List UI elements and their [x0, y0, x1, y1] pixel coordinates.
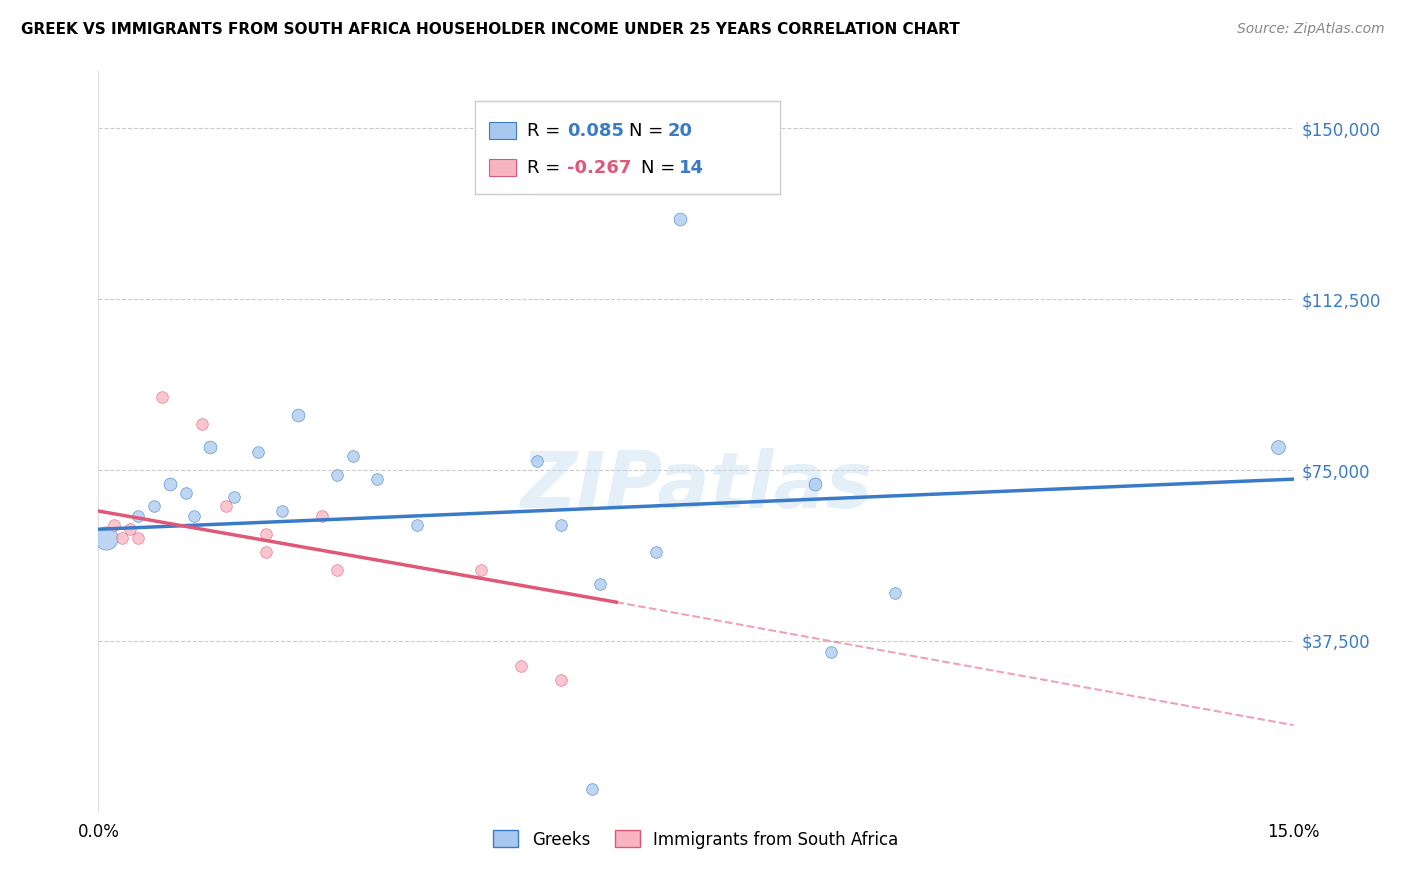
Point	[326, 563, 349, 577]
Point	[1267, 440, 1289, 454]
FancyBboxPatch shape	[489, 122, 516, 139]
Text: R =: R =	[527, 121, 567, 139]
Point	[159, 476, 181, 491]
Text: 20: 20	[668, 121, 692, 139]
Point	[342, 450, 364, 464]
Point	[103, 517, 125, 532]
Point	[311, 508, 333, 523]
Point	[254, 526, 277, 541]
Text: R =: R =	[527, 159, 567, 177]
Point	[884, 586, 907, 600]
Point	[120, 522, 142, 536]
Point	[174, 485, 197, 500]
Point	[366, 472, 388, 486]
Point	[509, 659, 531, 673]
Text: N =: N =	[641, 159, 681, 177]
Point	[470, 563, 492, 577]
Point	[406, 517, 429, 532]
Point	[254, 545, 277, 559]
Point	[550, 517, 572, 532]
Point	[127, 532, 149, 546]
Point	[581, 781, 603, 796]
Point	[589, 577, 612, 591]
Text: 0.085: 0.085	[567, 121, 624, 139]
Text: 14: 14	[679, 159, 704, 177]
Point	[669, 212, 692, 227]
FancyBboxPatch shape	[475, 101, 780, 194]
Text: N =: N =	[628, 121, 669, 139]
Legend: Greeks, Immigrants from South Africa: Greeks, Immigrants from South Africa	[486, 823, 905, 855]
Point	[804, 476, 827, 491]
Point	[550, 673, 572, 687]
Point	[143, 500, 166, 514]
Point	[246, 444, 269, 458]
Text: -0.267: -0.267	[567, 159, 631, 177]
Point	[326, 467, 349, 482]
Point	[526, 454, 548, 468]
Text: ZIPatlas: ZIPatlas	[520, 448, 872, 524]
FancyBboxPatch shape	[489, 160, 516, 176]
Point	[198, 440, 221, 454]
Point	[820, 645, 842, 659]
Point	[287, 409, 309, 423]
Point	[183, 508, 205, 523]
Point	[215, 500, 238, 514]
Point	[645, 545, 668, 559]
Point	[150, 390, 173, 404]
Point	[111, 532, 134, 546]
Text: GREEK VS IMMIGRANTS FROM SOUTH AFRICA HOUSEHOLDER INCOME UNDER 25 YEARS CORRELAT: GREEK VS IMMIGRANTS FROM SOUTH AFRICA HO…	[21, 22, 960, 37]
Point	[222, 491, 245, 505]
Point	[127, 508, 149, 523]
Point	[270, 504, 292, 518]
Point	[191, 417, 214, 432]
Point	[96, 532, 118, 546]
Text: Source: ZipAtlas.com: Source: ZipAtlas.com	[1237, 22, 1385, 37]
